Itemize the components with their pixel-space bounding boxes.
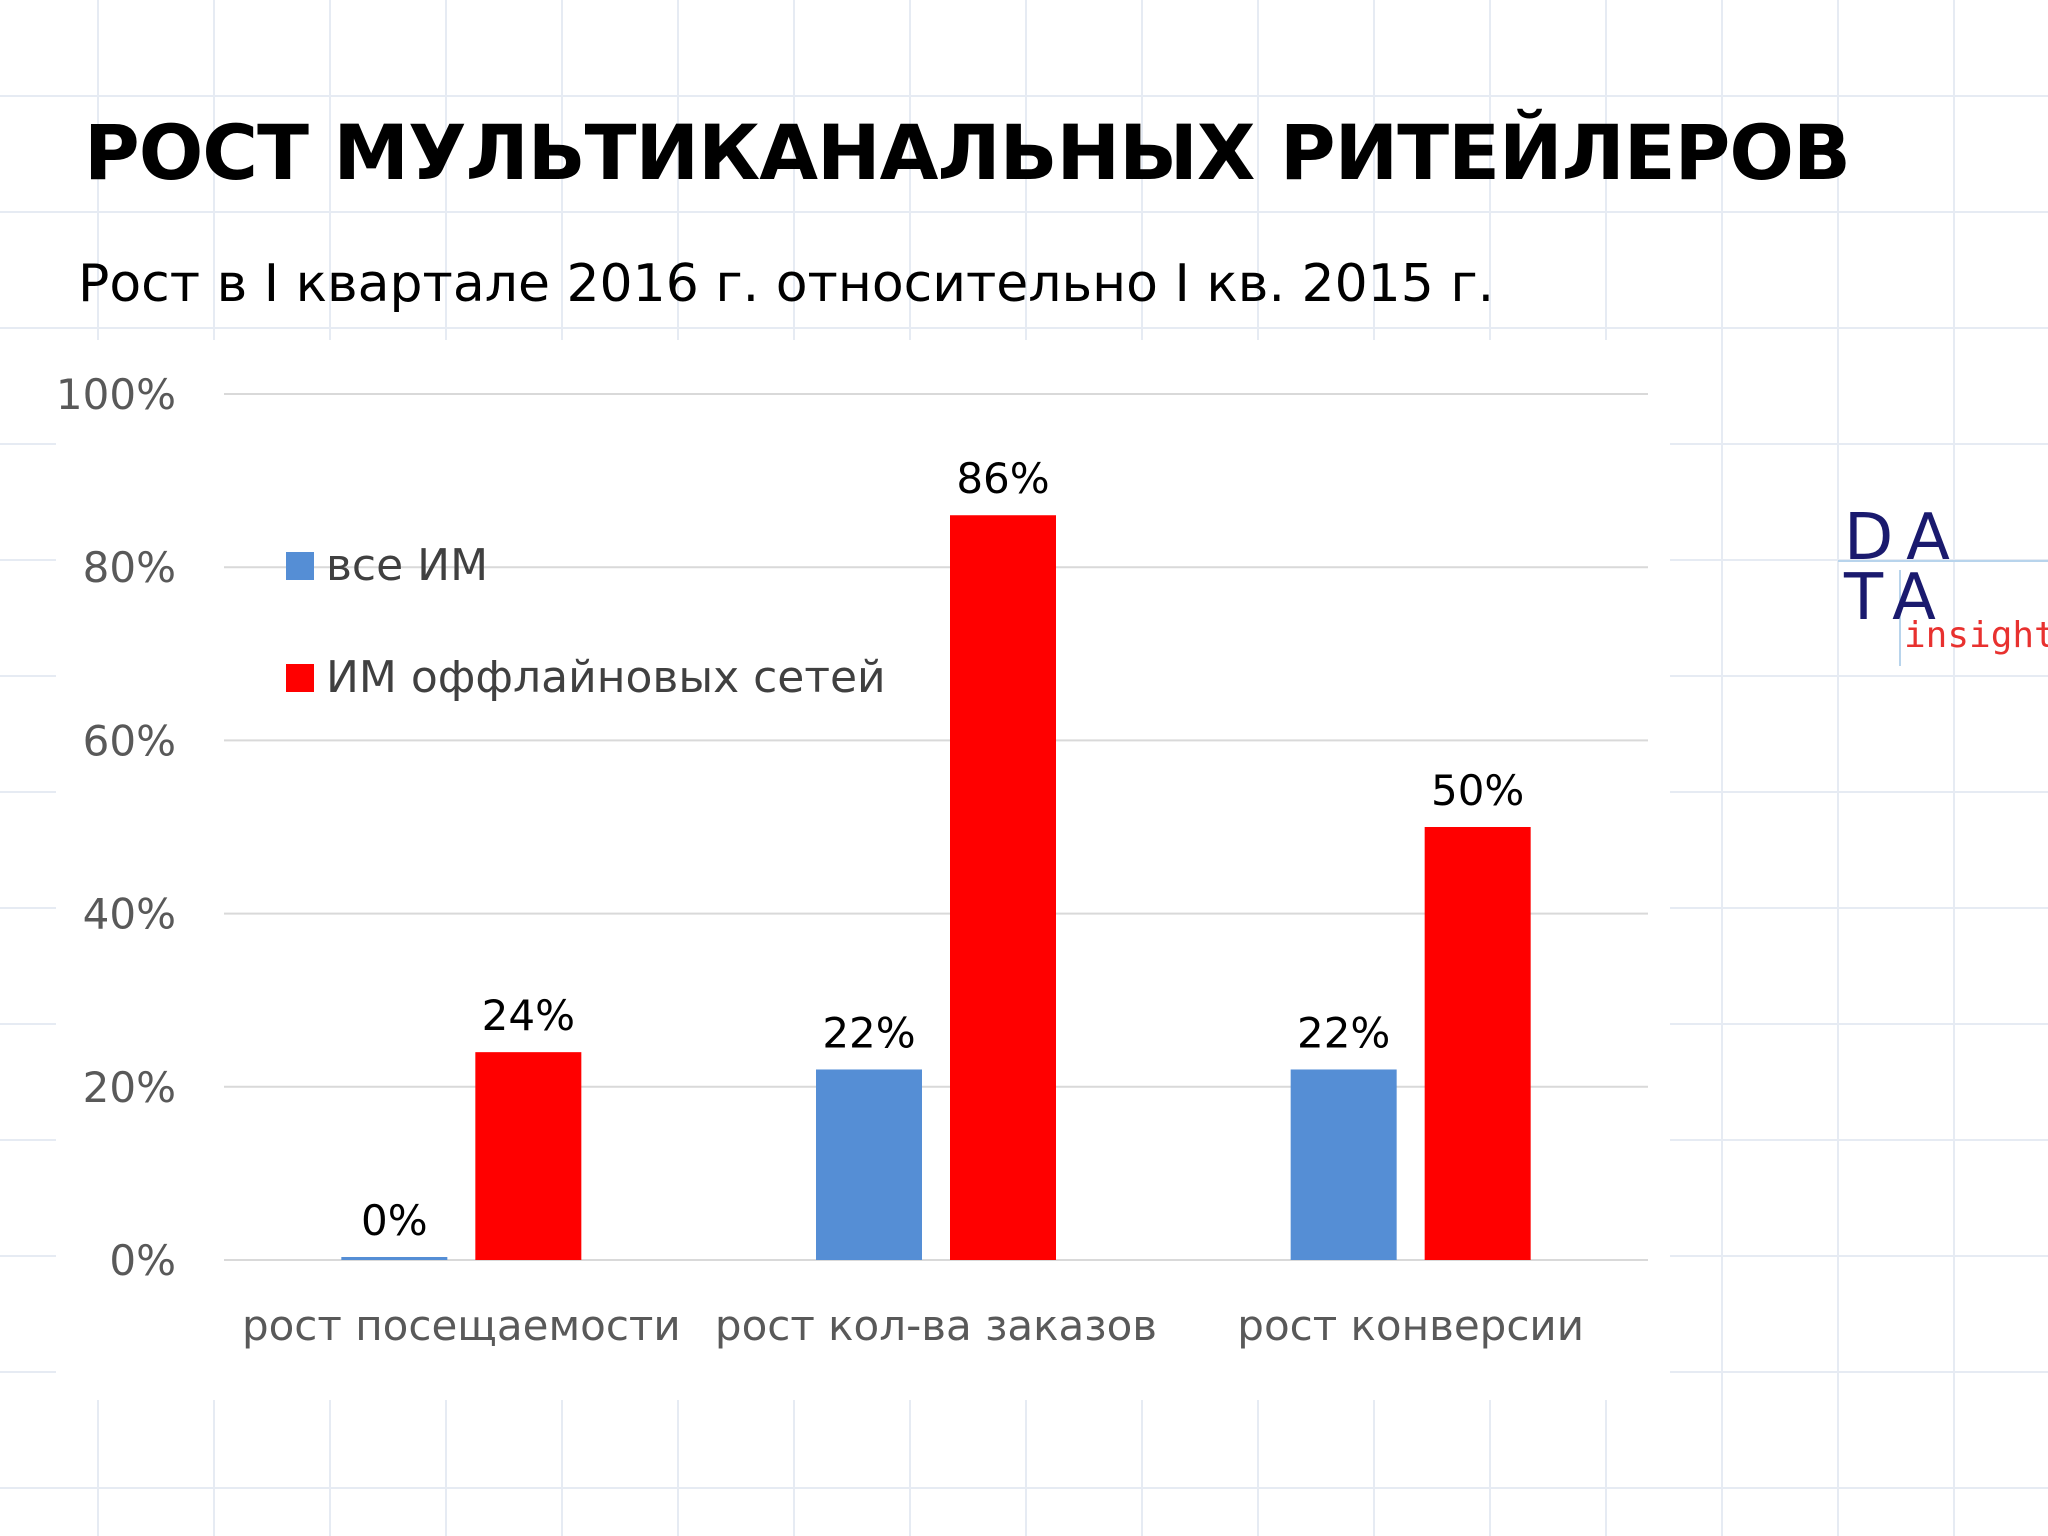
data-label: 22% [822,1008,915,1057]
legend-label-all-stores: все ИМ [326,540,489,591]
y-tick-label: 60% [83,716,176,765]
page-subtitle: Рост в I квартале 2016 г. относительно I… [78,254,1495,314]
data-insight-logo: DA TA insight [1838,500,2048,670]
y-tick-label: 0% [109,1236,176,1285]
legend-swatch-offline-chains [286,663,314,692]
x-category-label: рост кол-ва заказов [715,1301,1157,1350]
bar-2-0 [1290,1069,1397,1260]
x-category-label: рост посещаемости [242,1301,681,1350]
x-category-label: рост конверсии [1237,1301,1584,1350]
logo-vertical-rule [1899,570,1901,666]
legend-swatch-all-stores [286,551,314,580]
page-title: РОСТ МУЛЬТИКАНАЛЬНЫХ РИТЕЙЛЕРОВ [84,108,1851,197]
data-label: 22% [1297,1008,1390,1057]
bar-1-1 [950,515,1056,1260]
logo-letters-bottom: TA [1844,561,1950,635]
y-tick-label: 80% [83,543,176,592]
y-tick-label: 100% [56,370,176,419]
data-label: 24% [482,991,575,1040]
y-tick-label: 20% [83,1063,176,1112]
legend-label-offline-chains: ИМ оффлайновых сетей [326,652,886,703]
logo-horizontal-rule [1838,560,2048,562]
chart-legend: все ИМ ИМ оффлайновых сетей [286,540,886,764]
legend-item-all-stores: все ИМ [286,540,886,600]
bar-chart: 0% 20% 40% 60% 80% 100% 0% 24% рост посещаемости… [56,340,1670,1400]
legend-item-offline-chains: ИМ оффлайновых сетей [286,652,886,712]
bar-1-0 [816,1069,922,1260]
logo-tagline: insight [1904,615,2048,656]
bar-0-1 [475,1052,582,1260]
data-label: 50% [1431,766,1524,815]
data-label: 0% [361,1196,428,1245]
bar-0-0 [341,1257,448,1260]
y-tick-label: 40% [83,890,176,939]
logo-letters-top: DA [1844,501,1964,575]
data-label: 86% [956,454,1049,503]
bar-2-1 [1424,827,1531,1260]
